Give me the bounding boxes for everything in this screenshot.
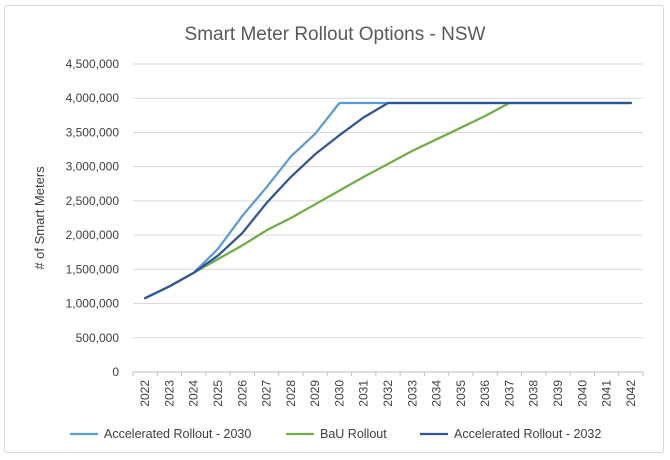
legend-label: Accelerated Rollout - 2030	[104, 427, 251, 441]
y-tick-label: 2,000,000	[66, 228, 120, 242]
x-tick-label: 2022	[138, 380, 152, 407]
x-tick-label: 2037	[502, 380, 516, 407]
gridlines	[133, 63, 643, 373]
x-tick-label: 2026	[235, 380, 249, 407]
legend-label: Accelerated Rollout - 2032	[454, 427, 601, 441]
x-tick-label: 2040	[575, 380, 589, 407]
x-tick-label: 2029	[308, 380, 322, 407]
x-tick-label: 2036	[478, 380, 492, 407]
x-tick-label: 2030	[332, 380, 346, 407]
x-tick-label: 2039	[551, 380, 565, 407]
y-tick-label: 500,000	[76, 331, 120, 345]
y-tick-label: 1,500,000	[66, 262, 120, 276]
x-tick-label: 2034	[430, 380, 444, 407]
x-tick-label: 2032	[381, 380, 395, 407]
y-tick-label: 3,500,000	[66, 125, 120, 139]
y-tick-label: 0	[112, 365, 119, 379]
y-tick-label: 3,000,000	[66, 160, 120, 174]
chart-frame	[4, 5, 664, 453]
series-line-3	[143, 101, 633, 300]
x-tick-label: 2025	[211, 380, 225, 407]
y-tick-label: 4,000,000	[66, 91, 120, 105]
x-tick-label: 2024	[187, 380, 201, 407]
x-tick-label: 2033	[405, 380, 419, 407]
legend: Accelerated Rollout - 2030 BaU Rollout Acc…	[70, 427, 601, 441]
legend-label: BaU Rollout	[320, 427, 387, 441]
x-tick-label: 2038	[527, 380, 541, 407]
x-tick-label: 2041	[600, 380, 614, 407]
x-tick-label: 2027	[260, 380, 274, 407]
y-tick-label: 1,000,000	[66, 297, 120, 311]
x-tick-label: 2035	[454, 380, 468, 407]
y-axis-ticks: 0 500,000 1,000,000 1,500,000 2,000,000 2,500…	[66, 57, 120, 379]
x-tick-label: 2028	[284, 380, 298, 407]
x-tick-label: 2023	[162, 380, 176, 407]
y-tick-label: 2,500,000	[66, 194, 120, 208]
y-tick-label: 4,500,000	[66, 57, 120, 71]
chart-title: Smart Meter Rollout Options - NSW	[185, 24, 486, 45]
x-tick-label: 2042	[624, 380, 638, 407]
y-axis-title: # of Smart Meters	[32, 166, 47, 270]
x-tick-label: 2031	[357, 380, 371, 407]
series-lines	[143, 101, 633, 300]
x-axis-ticks: 2022 2023 2024 2025 2026 2027 2028 2029 2030 2031…	[132, 372, 644, 407]
